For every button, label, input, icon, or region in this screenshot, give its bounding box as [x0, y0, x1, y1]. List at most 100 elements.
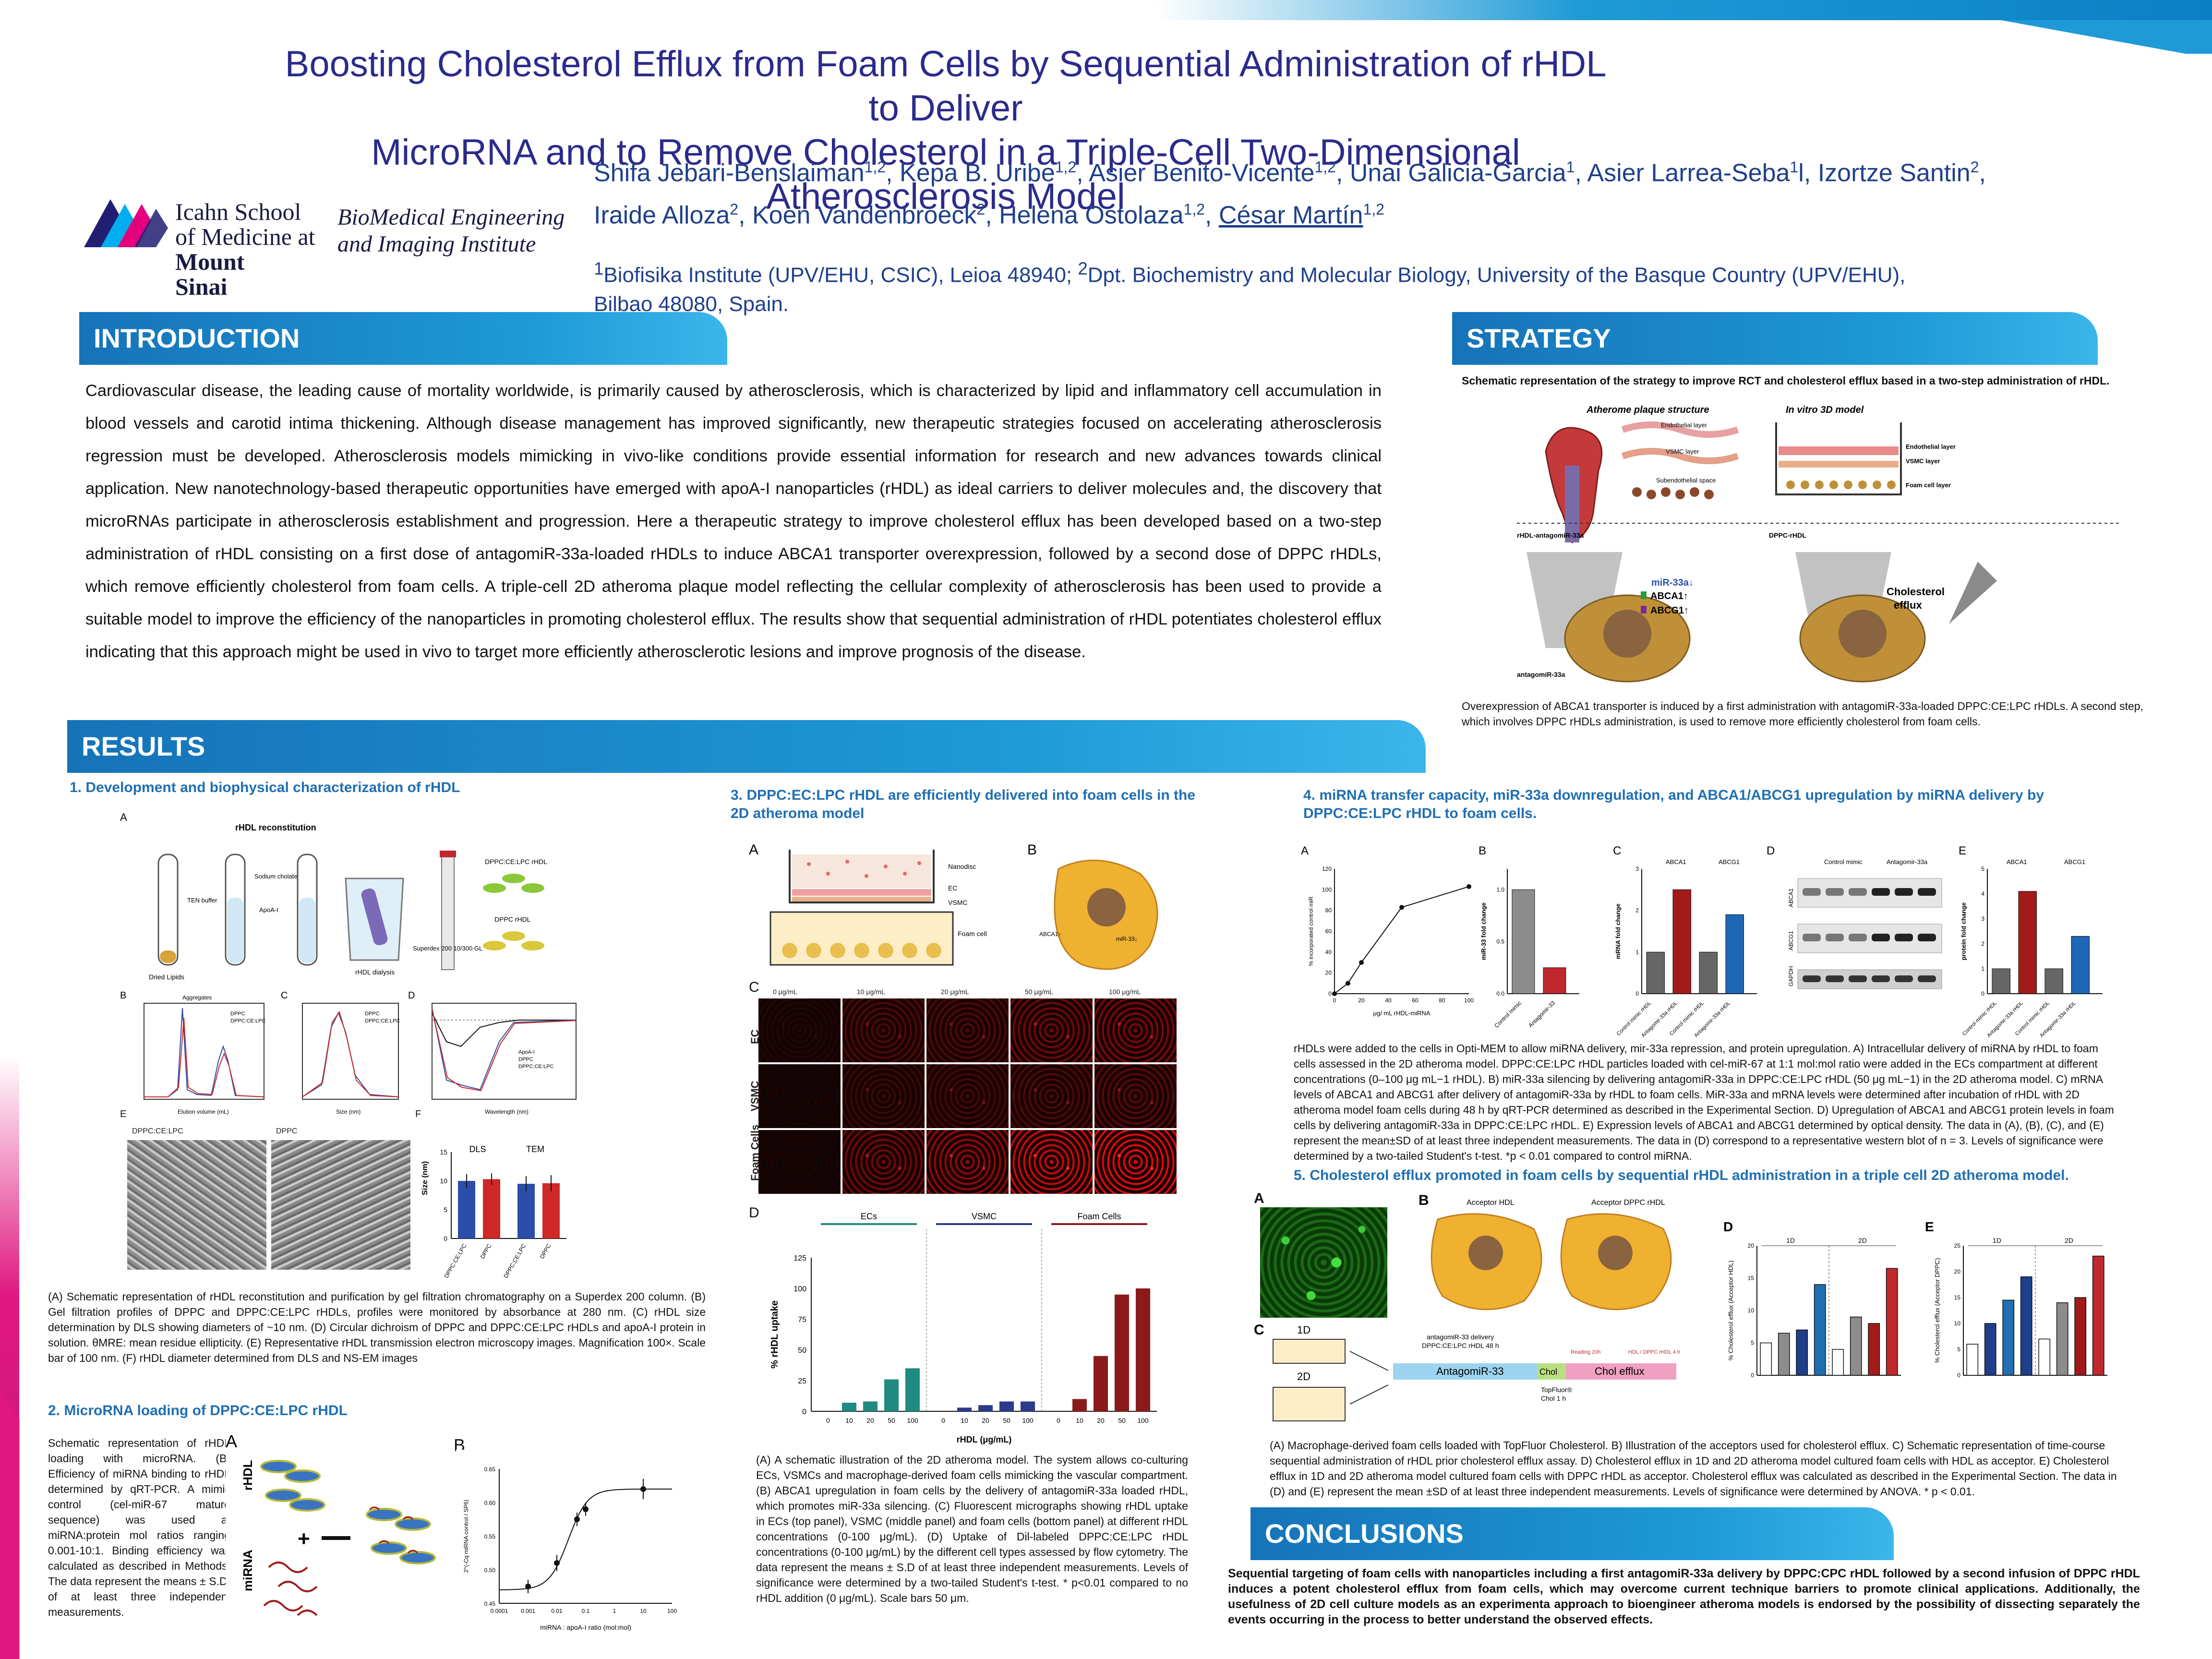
blot-band: [1803, 934, 1821, 941]
fluorescence-micrograph: [842, 1064, 925, 1128]
legend-1d-dppc: DPPC: [518, 1057, 533, 1062]
label-dppc-rhdl: DPPC rHDL: [494, 915, 531, 923]
strategy-label-rhdl-antago: rHDL-antagomiR-33a: [1517, 531, 1584, 539]
label-reconstitution: rHDL reconstitution: [235, 823, 316, 832]
panel-1f-letter: F: [415, 1109, 421, 1119]
label-1d: 1D: [1297, 1324, 1310, 1336]
chart-3d-xtick: 0: [826, 1417, 830, 1424]
blot-label-gapdh: GAPDH: [1788, 966, 1794, 986]
fluorescence-micrograph: [758, 1064, 841, 1128]
chart-2b-xtick: 10: [640, 1608, 647, 1614]
chart-4a-point: [1332, 991, 1337, 996]
chart-5d-bar: [1868, 1323, 1880, 1376]
chart-3d-xtick: 100: [907, 1417, 918, 1424]
chart-4a-point: [1399, 905, 1404, 910]
chart-4e-ytick: 1: [1981, 965, 1984, 972]
author-separator: ,: [1575, 159, 1587, 187]
chart-3d-xtick: 50: [888, 1417, 895, 1424]
fluorescence-micrograph: [1094, 1130, 1177, 1194]
chart-2b-point: [525, 1584, 531, 1589]
chart-2b-xtick: 0.0001: [491, 1608, 508, 1614]
fluorescence-micrograph: [926, 998, 1009, 1062]
chart-3d-bar: [863, 1401, 878, 1411]
chart-2b-ytick: 0.45: [484, 1600, 496, 1607]
panel-1a-letter: A: [120, 811, 127, 823]
author-name: Helena Ostolaza: [999, 201, 1184, 229]
result-5-caption: (A) Macrophage-derived foam cells loaded…: [1270, 1439, 2117, 1498]
chart-4e-bar: [2018, 891, 2037, 994]
chart-4c-ytick: 1: [1635, 949, 1639, 955]
chart-3d-group-label: Foam Cells: [1077, 1212, 1121, 1221]
chart-3d-group-label: ECs: [861, 1212, 877, 1221]
blot-band: [1803, 888, 1821, 896]
author-name: César Martín: [1218, 201, 1363, 229]
chart-4c-group-label: ABCG1: [1719, 858, 1740, 866]
tem-image-dppc-lpc: [127, 1140, 266, 1270]
chart-5d-ytick: 20: [1748, 1242, 1755, 1249]
chart-5e-bar: [2038, 1338, 2051, 1376]
label-readout: Reading 20h: [1571, 1349, 1600, 1355]
panel-4d-letter: D: [1767, 844, 1775, 857]
chart-4a-xtick: 20: [1358, 997, 1365, 1004]
strategy-header: STRATEGY: [1452, 312, 2098, 365]
panel-5c-letter: C: [1254, 1322, 1264, 1338]
chart-5e-ytick: 10: [1954, 1320, 1961, 1327]
strategy-label-abcg1: ABCG1↑: [1650, 605, 1689, 616]
chart-1f-size: 0 5 10 15 Size (nm) DPPC:CE:LPC DPPC DPPC:CE:LP…: [418, 1133, 576, 1282]
chart-3d-xtick: 20: [982, 1417, 989, 1424]
chart-4a-ytick: 100: [1322, 886, 1332, 893]
legend-1c-dppc-lpc: DPPC:CE:LPC: [365, 1018, 400, 1024]
result-1-panel-a-schematic: A rHDL reconstitution Dried Lipids TEN b…: [115, 806, 691, 989]
chart-1f-bar: [458, 1181, 475, 1238]
blot-label-abca1: ABCA1: [1788, 888, 1794, 907]
chart-5d-ytick: 10: [1748, 1307, 1755, 1314]
conc-label-0: 0 μg/mL: [773, 988, 797, 996]
strategy-label-vsmc: VSMC layer: [1666, 448, 1699, 455]
chart-2b-xtick: 0.1: [582, 1608, 590, 1614]
chart-1f-ytick: 10: [440, 1177, 447, 1185]
panel-5a-letter: A: [1254, 1190, 1264, 1206]
panel-5e-letter: E: [1925, 1222, 1934, 1234]
chart-4c-ytick: 0: [1635, 990, 1639, 997]
blot-label-control: Control mimic: [1824, 858, 1863, 866]
label-mirna: miRNA: [240, 1550, 255, 1591]
chart-2b-point: [640, 1486, 646, 1492]
author-separator: ,: [1076, 159, 1089, 187]
strategy-figure: Atherome plaque structure In vitro 3D mo…: [1517, 405, 2122, 683]
chart-1f-ylabel: Size (nm): [421, 1161, 429, 1195]
foam-cell-topfluor-image: [1260, 1207, 1387, 1318]
chart-4b-ytick: 0.0: [1496, 990, 1504, 997]
poster-title: Boosting Cholesterol Efflux from Foam Ce…: [269, 42, 1623, 219]
label-apoai: ApoA-I: [259, 906, 278, 914]
label-acceptor-hdl: Acceptor HDL: [1467, 1199, 1515, 1207]
chart-4e-ytick: 3: [1981, 915, 1984, 922]
label-antago-note2: DPPC:CE:LPC rHDL 48 h: [1422, 1342, 1499, 1349]
conc-label-50: 50 μg/mL: [1025, 988, 1053, 996]
chart-4c-ylabel: mRNA fold change: [1614, 903, 1622, 959]
chart-4b-xtick: Control mimic: [1493, 999, 1523, 1029]
logo-institute-name: BioMedical Engineering and Imaging Insti…: [337, 204, 565, 257]
chart-3d-xtick: 100: [1137, 1417, 1149, 1424]
chart-2b-point: [554, 1560, 560, 1566]
chart-4b-xtick: Antagomir-33: [1527, 999, 1556, 1029]
blot-band: [1918, 934, 1936, 941]
chart-4a-ytick: 20: [1325, 970, 1332, 976]
blot-band: [1849, 888, 1867, 896]
legend-1d-dppc-lpc: DPPC:CE:LPC: [518, 1064, 553, 1070]
author-affiliation-sup: 2: [976, 201, 986, 218]
chart-2b-xlabel: miRNA : apoA-I ratio (mol:mol): [540, 1623, 631, 1631]
label-hdl-dppc: HDL / DPPC rHDL 4 h: [1628, 1349, 1680, 1355]
chart-4b-bar: [1512, 889, 1535, 994]
chart-5e-ytick: 0: [1957, 1372, 1960, 1379]
title-line-2: MicroRNA and to Remove Cholesterol in a …: [371, 132, 1520, 217]
blot-band: [1803, 975, 1821, 982]
chart-3d-xtick: 20: [1097, 1417, 1105, 1424]
chart-4c-bar: [1699, 951, 1718, 994]
label-dppc-lpc: DPPC:CE:LPC rHDL: [485, 858, 547, 866]
chart-4e-group-label: ABCG1: [2064, 858, 2085, 866]
label-sodium: Sodium cholate: [254, 873, 298, 880]
chart-4c-bar: [1725, 914, 1744, 994]
chart-4a-ytick: 120: [1322, 866, 1332, 872]
chart-3d-ytick: 75: [798, 1316, 806, 1324]
strategy-label-foam: Foam cell layer: [1906, 481, 1951, 489]
